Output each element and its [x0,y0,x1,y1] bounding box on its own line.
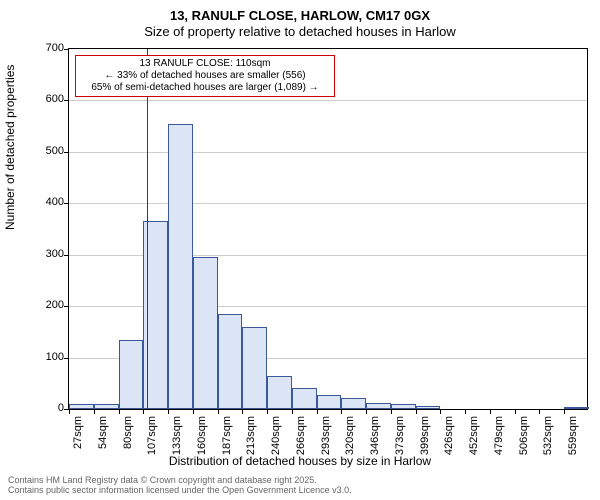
ytick-mark [64,358,69,359]
ytick-mark [64,49,69,50]
xtick-mark [490,409,491,414]
annotation-line: 65% of semi-detached houses are larger (… [80,82,330,94]
histogram-bar [94,404,119,409]
xtick-mark [465,409,466,414]
xtick-label: 27sqm [72,416,84,449]
footer-attribution: Contains HM Land Registry data © Crown c… [8,476,352,496]
xtick-label: 506sqm [518,416,530,455]
ytick-mark [64,152,69,153]
xtick-mark [168,409,169,414]
xtick-mark [539,409,540,414]
ytick-label: 600 [46,93,64,105]
xtick-mark [242,409,243,414]
histogram-bar [267,376,292,409]
plot-area: 13 RANULF CLOSE: 110sqm← 33% of detached… [68,48,588,410]
ytick-mark [64,255,69,256]
ytick-label: 700 [46,42,64,54]
xtick-label: 346sqm [369,416,381,455]
xtick-mark [341,409,342,414]
xtick-mark [391,409,392,414]
ytick-label: 200 [46,299,64,311]
histogram-bar [242,327,267,409]
xtick-label: 559sqm [567,416,579,455]
xtick-mark [218,409,219,414]
xtick-label: 107sqm [146,416,158,455]
histogram-bar [564,407,589,409]
chart-title-sub: Size of property relative to detached ho… [0,24,600,39]
ytick-label: 400 [46,196,64,208]
xtick-label: 187sqm [221,416,233,455]
xtick-mark [366,409,367,414]
xtick-label: 373sqm [394,416,406,455]
xtick-label: 532sqm [542,416,554,455]
ytick-mark [64,203,69,204]
histogram-bar [341,398,366,409]
ytick-label: 300 [46,248,64,260]
xtick-label: 293sqm [320,416,332,455]
property-marker-line [147,49,148,409]
xtick-mark [143,409,144,414]
y-axis-label: Number of detached properties [3,65,17,230]
chart-container: 13, RANULF CLOSE, HARLOW, CM17 0GX Size … [0,0,600,500]
xtick-label: 399sqm [419,416,431,455]
xtick-mark [193,409,194,414]
footer-line-2: Contains public sector information licen… [8,486,352,496]
annotation-box: 13 RANULF CLOSE: 110sqm← 33% of detached… [75,55,335,97]
xtick-label: 213sqm [245,416,257,455]
xtick-mark [94,409,95,414]
xtick-label: 160sqm [196,416,208,455]
histogram-bar [69,404,94,409]
xtick-mark [317,409,318,414]
xtick-mark [267,409,268,414]
xtick-label: 320sqm [344,416,356,455]
histogram-bar [119,340,144,409]
annotation-line: ← 33% of detached houses are smaller (55… [80,70,330,82]
histogram-bar [193,257,218,409]
xtick-label: 426sqm [443,416,455,455]
xtick-label: 54sqm [97,416,109,449]
xtick-mark [416,409,417,414]
xtick-mark [119,409,120,414]
histogram-bar [292,388,317,409]
ytick-label: 0 [58,402,64,414]
xtick-mark [292,409,293,414]
ytick-mark [64,306,69,307]
annotation-line: 13 RANULF CLOSE: 110sqm [80,58,330,70]
xtick-mark [515,409,516,414]
histogram-bar [218,314,243,409]
histogram-bar [168,124,193,409]
xtick-label: 452sqm [468,416,480,455]
xtick-label: 133sqm [171,416,183,455]
ytick-label: 500 [46,145,64,157]
xtick-mark [69,409,70,414]
histogram-bar [366,403,391,409]
xtick-label: 240sqm [270,416,282,455]
histogram-bar [416,406,441,409]
xtick-mark [440,409,441,414]
xtick-label: 80sqm [122,416,134,449]
x-axis-label: Distribution of detached houses by size … [0,454,600,468]
xtick-label: 479sqm [493,416,505,455]
histogram-bar [317,395,342,409]
xtick-mark [564,409,565,414]
xtick-label: 266sqm [295,416,307,455]
histogram-bar [391,404,416,409]
ytick-mark [64,100,69,101]
ytick-label: 100 [46,351,64,363]
chart-title-main: 13, RANULF CLOSE, HARLOW, CM17 0GX [0,8,600,23]
